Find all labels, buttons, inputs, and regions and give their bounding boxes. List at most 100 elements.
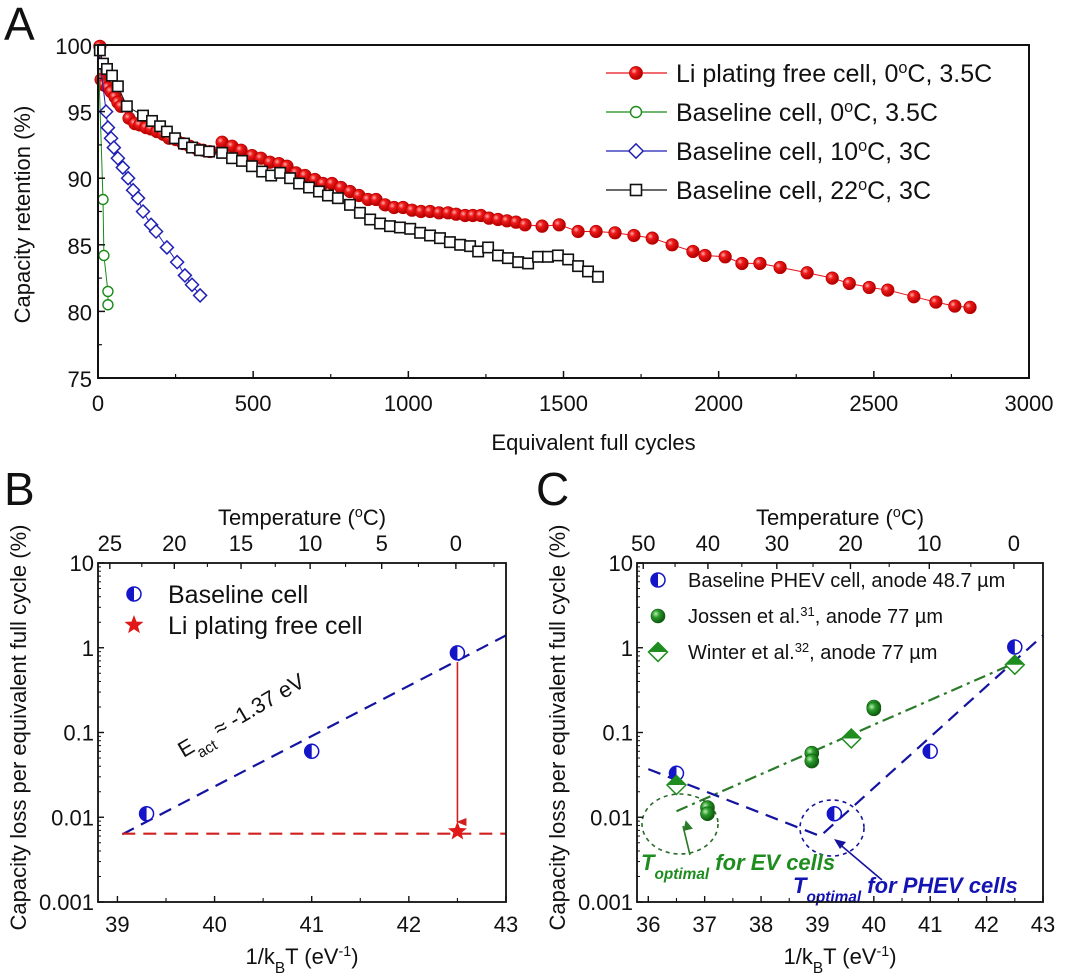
data-point — [665, 238, 679, 252]
legend-label: Baseline cell — [168, 581, 308, 609]
data-point — [922, 743, 938, 760]
activation-energy-label: Eact ≈ -1.37 eV — [173, 668, 313, 769]
legend-label: Li plating free cell, 0oC, 3.5C — [676, 59, 992, 88]
y-tick-label: 80 — [68, 300, 92, 325]
data-point — [159, 239, 175, 256]
legend-marker — [650, 608, 666, 624]
legend: Baseline PHEV cell, anode 48.7 µm Jossen … — [647, 570, 1005, 665]
data-point — [512, 256, 525, 269]
data-point — [203, 145, 216, 158]
top-tick-label: 10 — [917, 531, 941, 556]
y-axis-label: Capacity loss per equivalent full cycle … — [6, 525, 31, 931]
data-point — [963, 300, 977, 315]
legend-item: Li plating free cell — [124, 612, 363, 640]
data-point — [472, 245, 485, 258]
data-point — [800, 266, 814, 280]
x-tick-label: 42 — [397, 912, 421, 937]
x-tick-label: 39 — [105, 912, 129, 937]
data-point-fill — [667, 775, 686, 786]
phev-arrow-head — [834, 839, 846, 849]
top-tick-label: 0 — [1008, 531, 1020, 556]
activation-energy-label-part: ≈ -1.37 eV — [204, 668, 310, 744]
data-point-fill — [304, 744, 312, 759]
data-point — [111, 80, 124, 93]
legend-label-part: o — [858, 176, 867, 194]
fit-line — [121, 634, 507, 836]
legend-label-part: C, 3.5C — [907, 60, 992, 88]
top-tick-label: 40 — [696, 531, 720, 556]
data-point — [842, 276, 856, 291]
legend-label-part: Winter et al. — [688, 642, 795, 664]
data-point — [718, 250, 732, 264]
y-tick-label: 0.001 — [39, 890, 94, 915]
data-point — [102, 299, 114, 311]
top-tick-label: 15 — [229, 531, 253, 556]
panel-label-b: B — [4, 463, 35, 515]
legend-label-part: Baseline cell, 22 — [676, 177, 858, 205]
legend-label: Winter et al.32, anode 77 µm — [688, 640, 937, 665]
legend-label-part: Baseline cell, 10 — [676, 138, 858, 166]
x-tick-label: 39 — [805, 912, 829, 937]
top-axis-label-part: C) — [901, 505, 924, 530]
data-point — [572, 260, 585, 273]
legend-label: Jossen et al.31, anode 77 µm — [688, 604, 943, 629]
top-tick-label: 50 — [631, 531, 655, 556]
data-point — [501, 252, 514, 265]
y-tick-label: 10 — [609, 551, 633, 576]
legend-marker — [629, 183, 643, 197]
legend-label-part: 31 — [800, 604, 814, 619]
phev-optimal-label-part: for PHEV cells — [861, 873, 1018, 898]
legend-label: Baseline cell, 22oC, 3C — [676, 176, 931, 205]
series-0 — [668, 639, 1023, 822]
x-tick-label: 3000 — [1005, 391, 1054, 416]
data-point-fill — [1005, 655, 1025, 665]
x-axis-label: Equivalent full cycles — [491, 430, 695, 455]
data-point-fill — [450, 645, 458, 660]
legend-marker-fill — [651, 573, 658, 587]
x-axis-label: 1/kBT (eV-1) — [783, 944, 896, 973]
data-point — [881, 283, 895, 297]
x-tick-label: 0 — [92, 391, 104, 416]
x-axis-label-part: ) — [351, 944, 358, 969]
legend-marker — [629, 105, 643, 119]
y-tick-label: 0.1 — [602, 721, 633, 746]
legend-item: Baseline cell, 0oC, 3.5C — [606, 98, 938, 127]
legend-label-part: o — [858, 137, 867, 155]
x-axis-label: 1/kBT (eV-1) — [245, 944, 358, 973]
top-tick-label: 0 — [450, 531, 462, 556]
data-point — [98, 249, 110, 262]
data-point — [840, 727, 862, 749]
x-tick-label: 41 — [299, 912, 323, 937]
data-point — [93, 44, 106, 57]
data-point — [907, 290, 921, 304]
top-axis-label: Temperature (oC) — [218, 505, 386, 530]
top-tick-label: 10 — [298, 531, 322, 556]
x-tick-label: 37 — [692, 912, 716, 937]
data-point — [698, 248, 712, 263]
data-point — [589, 224, 603, 239]
top-axis-label-part: o — [355, 505, 363, 521]
data-point — [571, 224, 585, 239]
data-point — [735, 256, 749, 271]
top-tick-label: 5 — [376, 531, 388, 556]
data-point — [321, 189, 334, 202]
x-axis-label-part: 1/k — [783, 944, 813, 969]
data-point — [825, 271, 839, 285]
legend-label: Baseline cell, 10oC, 3C — [676, 137, 931, 166]
y-tick-label: 90 — [68, 167, 92, 192]
data-point — [130, 190, 146, 206]
data-point — [541, 250, 554, 263]
data-point — [591, 270, 604, 283]
series-line — [99, 50, 599, 278]
data-point — [160, 125, 173, 138]
data-point — [115, 159, 131, 176]
x-axis-label-part: B — [813, 960, 823, 973]
phev-arrow — [836, 841, 883, 881]
top-tick-label: 30 — [765, 531, 789, 556]
x-tick-label: 2500 — [849, 391, 898, 416]
data-point — [393, 221, 406, 234]
top-axis-label-part: o — [893, 505, 901, 521]
data-point — [862, 280, 876, 295]
legend-item: Baseline cell, 22oC, 3C — [606, 176, 931, 205]
y-tick-label: 0.001 — [578, 890, 633, 915]
